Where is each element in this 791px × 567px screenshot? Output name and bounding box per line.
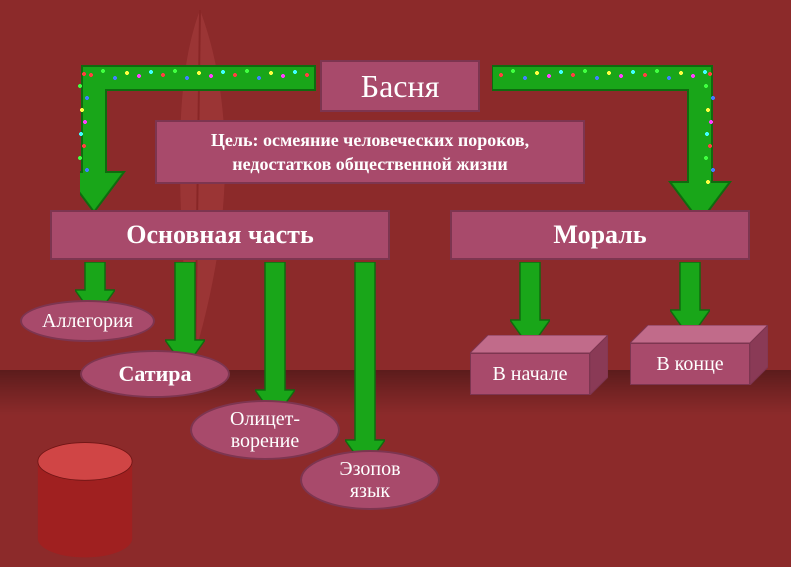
satire-label: Сатира — [118, 362, 191, 386]
satire-node: Сатира — [80, 350, 230, 398]
at-end-label: В конце — [656, 353, 723, 376]
arrow-to-personification — [255, 262, 295, 418]
moral-box: Мораль — [450, 210, 750, 260]
main-part-box: Основная часть — [50, 210, 390, 260]
cylinder-decoration — [25, 440, 145, 560]
main-part-label: Основная часть — [126, 220, 313, 250]
aesop-node: Эзопов язык — [300, 450, 440, 510]
moral-label: Мораль — [553, 220, 646, 250]
title-label: Басня — [361, 68, 440, 105]
goal-line2: недостатков общественной жизни — [232, 152, 508, 176]
title-box: Басня — [320, 60, 480, 112]
at-end-node: В конце — [630, 325, 768, 385]
at-start-label: В начале — [492, 363, 567, 386]
goal-line1: Цель: осмеяние человеческих пороков, — [211, 128, 529, 152]
allegory-label: Аллегория — [42, 310, 133, 332]
goal-box: Цель: осмеяние человеческих пороков, нед… — [155, 120, 585, 184]
at-start-node: В начале — [470, 335, 608, 395]
personification-label: Олицет- ворение — [230, 408, 300, 452]
personification-node: Олицет- ворение — [190, 400, 340, 460]
arrow-to-aesop — [345, 262, 385, 468]
aesop-label: Эзопов язык — [339, 458, 400, 502]
allegory-node: Аллегория — [20, 300, 155, 342]
